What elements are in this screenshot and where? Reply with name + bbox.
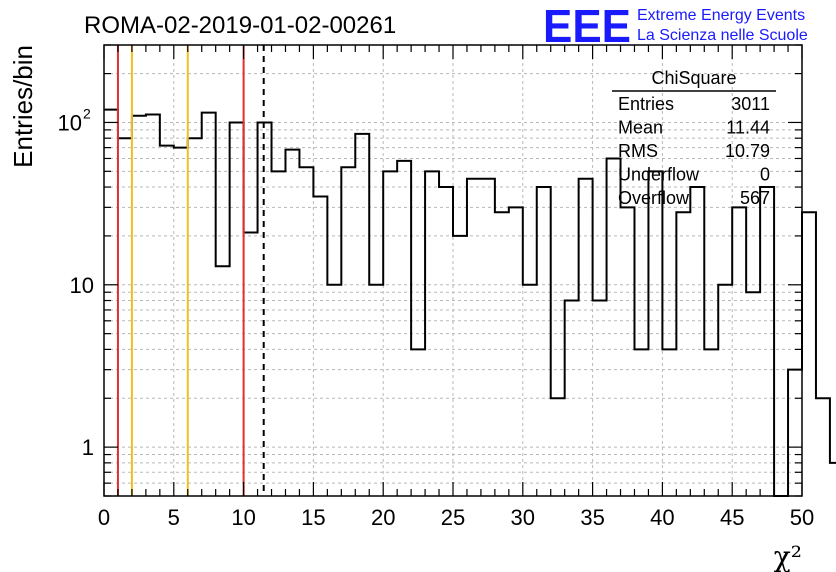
histogram-bin: [397, 161, 411, 496]
x-tick-label: 30: [511, 505, 535, 530]
histogram-bin: [481, 179, 495, 496]
stats-title: ChiSquare: [651, 68, 736, 88]
y-tick-label: 10: [70, 273, 94, 298]
histogram-bin: [285, 150, 299, 496]
x-tick-label: 25: [441, 505, 465, 530]
histogram-bin: [648, 171, 662, 496]
x-tick-label: 45: [720, 505, 744, 530]
histogram-bin: [411, 349, 425, 496]
histogram-bin: [425, 171, 439, 496]
histogram-bin: [174, 148, 188, 496]
logo-mark: EEE: [543, 0, 631, 52]
stats-row-value: 567: [740, 188, 770, 208]
histogram-bin: [732, 207, 746, 496]
histogram-bin: [439, 187, 453, 496]
histogram-bin: [216, 266, 230, 496]
histogram-bin: [523, 285, 537, 496]
histogram-bin: [537, 187, 551, 496]
x-tick-label: 0: [98, 505, 110, 530]
x-tick-label: 5: [168, 505, 180, 530]
histogram-bin: [369, 285, 383, 496]
eee-logo: EEE Extreme Energy Events La Scienza nel…: [543, 0, 808, 52]
histogram-bin: [676, 212, 690, 496]
stats-box: ChiSquare Entries 3011 Mean 11.44 RMS 10.79 Un…: [612, 68, 776, 208]
histogram-bin: [132, 116, 146, 496]
histogram-bin: [593, 301, 607, 496]
histogram-bin: [760, 187, 774, 496]
y-tick-label: 10: [58, 110, 82, 135]
y-tick-label: 1: [82, 435, 94, 460]
histogram-bin: [146, 114, 160, 496]
histogram-bin: [355, 134, 369, 496]
x-tick-label: 50: [790, 505, 814, 530]
histogram-bin: [230, 122, 244, 496]
histogram-bin: [327, 285, 341, 496]
x-tick-label: 35: [580, 505, 604, 530]
histogram-bin: [579, 179, 593, 496]
histogram-bin: [690, 187, 704, 496]
histogram-bin: [160, 146, 174, 496]
stats-row-value: 10.79: [725, 141, 770, 161]
histogram-bin: [830, 463, 836, 496]
histogram-bin: [467, 179, 481, 496]
histogram-bin: [244, 232, 258, 496]
histogram-bin: [202, 113, 216, 496]
y-tick-label-exponent: 2: [83, 105, 91, 121]
x-tick-label: 20: [371, 505, 395, 530]
histogram-bin: [118, 138, 132, 496]
histogram-bin: [802, 212, 816, 496]
histogram-bin: [607, 158, 621, 496]
histogram-bin: [718, 285, 732, 496]
stats-row-label: RMS: [618, 141, 658, 161]
histogram-series: [104, 108, 836, 497]
stats-row-value: 0: [760, 165, 770, 185]
stats-row-label: Underflow: [618, 165, 700, 185]
histogram-bin: [104, 110, 118, 496]
histogram-bin: [634, 349, 648, 496]
histogram-bin: [662, 349, 676, 496]
histogram-bin: [621, 207, 635, 496]
histogram-bin: [746, 292, 760, 496]
histogram-bin: [313, 196, 327, 496]
x-tick-label: 10: [231, 505, 255, 530]
x-tick-label: 40: [650, 505, 674, 530]
histogram-bin: [788, 370, 802, 496]
stats-row-label: Overflow: [618, 188, 690, 208]
x-axis-label: χ²: [774, 540, 802, 572]
histogram-bin: [453, 236, 467, 496]
histogram-bin: [495, 212, 509, 496]
reference-lines: [116, 45, 265, 496]
x-tick-label: 15: [301, 505, 325, 530]
logo-line-2: La Scienza nelle Scuole: [637, 27, 808, 44]
histogram-bin: [816, 398, 830, 496]
logo-line-1: Extreme Energy Events: [637, 7, 805, 24]
chart-title: ROMA-02-2019-01-02-00261: [84, 12, 396, 39]
stats-row-value: 11.44: [726, 118, 770, 138]
histogram-bin: [299, 167, 313, 496]
histogram-bin: [341, 167, 355, 496]
histogram-bin: [272, 171, 286, 496]
histogram-bin: [704, 349, 718, 496]
histogram-bin: [383, 171, 397, 496]
stats-row-label: Mean: [618, 118, 663, 138]
histogram-bin: [188, 138, 202, 496]
stats-row-value: 3011: [731, 94, 770, 114]
histogram-bin: [565, 301, 579, 496]
stats-row-label: Entries: [618, 94, 674, 114]
histogram-bin: [551, 398, 565, 496]
histogram-bin: [509, 207, 523, 496]
y-axis-label: Entries/bin: [8, 45, 38, 168]
